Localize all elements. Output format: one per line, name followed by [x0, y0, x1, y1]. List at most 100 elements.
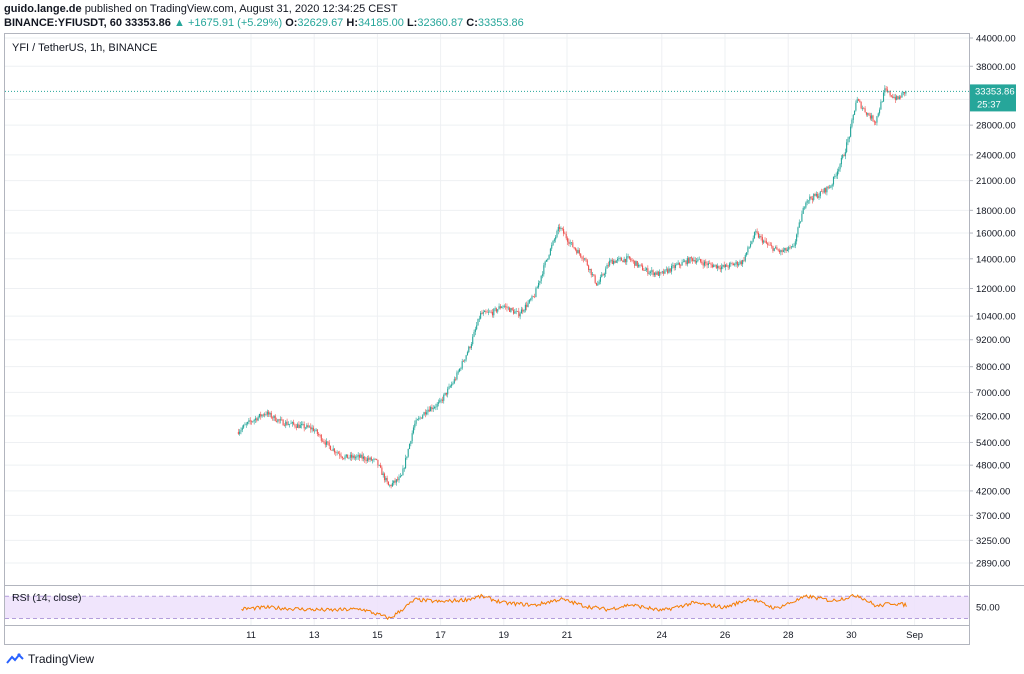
candle-body	[889, 91, 891, 96]
candle-body	[520, 309, 522, 314]
candle-body	[293, 422, 295, 425]
candle-body	[796, 234, 798, 242]
candle-body	[466, 352, 469, 356]
candle-body	[299, 424, 301, 429]
candle-body	[607, 264, 609, 266]
rsi-line	[241, 593, 907, 621]
candle-body	[560, 228, 562, 230]
candle-body	[660, 271, 662, 273]
candle-body	[852, 114, 854, 120]
candle-body	[896, 96, 898, 100]
candle-body	[667, 269, 669, 273]
candle-body	[427, 409, 429, 413]
high-value: 34185.00	[357, 17, 404, 29]
c-label: C:	[466, 17, 478, 29]
candle-body	[531, 296, 533, 300]
candle-body	[399, 476, 401, 478]
candle-body	[465, 355, 467, 360]
candle-body	[706, 263, 708, 266]
l-label: L:	[406, 17, 418, 29]
candle-body	[807, 200, 810, 202]
candle-body	[897, 96, 899, 99]
candle-body	[307, 425, 309, 428]
candle-body	[245, 423, 247, 425]
candle-body	[534, 296, 536, 298]
candle-body	[848, 136, 850, 139]
candle-body	[532, 296, 534, 297]
candle-body	[643, 270, 645, 271]
candle-body	[415, 420, 417, 424]
candle-body	[620, 258, 623, 261]
candle-body	[885, 88, 887, 90]
candle-body	[655, 272, 657, 275]
candle-body	[626, 256, 628, 263]
candle-body	[283, 425, 285, 426]
candle-body	[769, 244, 771, 246]
candle-body	[547, 258, 549, 260]
candle-body	[670, 265, 673, 272]
candle-body	[586, 260, 588, 266]
candle-body	[898, 96, 900, 99]
candle-body	[439, 400, 441, 403]
candle-body	[882, 92, 885, 102]
candle-body	[487, 311, 490, 313]
candle-body	[481, 312, 483, 314]
candle-body	[545, 259, 548, 262]
open-value: 32629.67	[297, 17, 344, 29]
candle-body	[512, 309, 515, 314]
candle-body	[738, 264, 740, 266]
ohlc-line: BINANCE:YFIUSDT, 60 33353.86 ▲ +1675.91 …	[4, 17, 524, 29]
candle-body	[894, 97, 896, 100]
x-tick-label: 21	[562, 630, 573, 641]
candle-body	[734, 263, 736, 266]
candle-body	[518, 311, 520, 317]
candle-body	[398, 477, 400, 481]
candle-body	[624, 259, 627, 263]
candle-body	[588, 265, 590, 270]
candle-body	[726, 264, 728, 267]
candle-body	[732, 263, 734, 266]
candle-body	[673, 265, 675, 268]
candle-body	[393, 480, 395, 484]
candle-body	[893, 97, 895, 98]
candle-body	[553, 239, 555, 241]
candle-body	[647, 268, 649, 274]
candle-body	[793, 245, 795, 247]
candle-body	[618, 258, 620, 259]
candle-body	[875, 122, 877, 123]
candle-body	[635, 261, 637, 266]
candle-body	[539, 281, 541, 284]
candle-body	[405, 458, 407, 469]
candle-body	[406, 456, 408, 459]
candle-body	[757, 232, 759, 238]
candle-body	[609, 260, 611, 266]
footer-brand[interactable]: TradingView	[6, 652, 94, 666]
candle-body	[818, 195, 820, 198]
candle-body	[433, 407, 436, 409]
candle-body	[476, 325, 478, 330]
candle-body	[564, 233, 566, 235]
candle-body	[306, 425, 308, 428]
candle-body	[420, 417, 422, 419]
author[interactable]: guido.lange.de	[4, 3, 82, 15]
candle-body	[639, 264, 641, 266]
candle-body	[308, 426, 311, 428]
candle-body	[561, 228, 563, 230]
y-tick-label: 12000.00	[976, 284, 1016, 295]
candle-body	[523, 310, 525, 312]
candle-body	[261, 414, 263, 417]
candle-body	[601, 274, 603, 277]
candle-body	[763, 240, 765, 243]
candle-body	[682, 261, 684, 263]
candle-body	[440, 399, 442, 401]
candle-body	[410, 441, 412, 445]
candle-body	[256, 418, 258, 421]
candle-body	[602, 274, 604, 276]
candle-body	[781, 250, 783, 252]
candle-body	[240, 429, 242, 432]
candle-body	[748, 246, 750, 248]
candle-body	[823, 188, 825, 193]
candle-body	[290, 423, 292, 424]
candle-body	[501, 306, 503, 308]
